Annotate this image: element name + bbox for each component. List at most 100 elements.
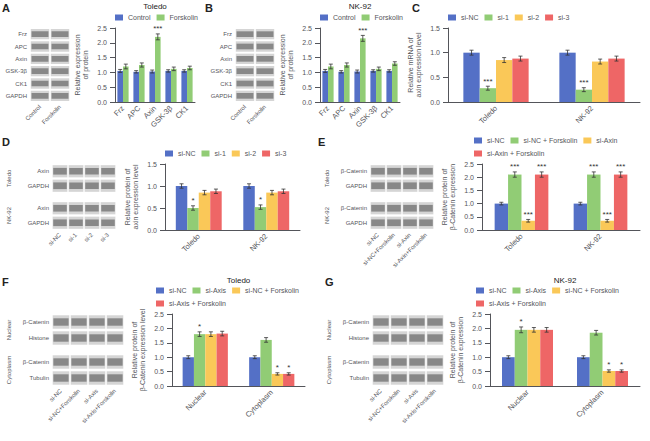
svg-text:2.0: 2.0	[154, 325, 164, 332]
svg-text:1.0: 1.0	[472, 354, 482, 361]
svg-text:si-1: si-1	[67, 231, 79, 243]
svg-text:D: D	[2, 136, 10, 148]
svg-text:GSK-3β: GSK-3β	[149, 103, 175, 129]
svg-text:Relative protein of: Relative protein of	[131, 322, 139, 378]
svg-text:si-1: si-1	[497, 14, 508, 21]
svg-text:si-NC: si-NC	[489, 287, 507, 294]
svg-text:β-Catenin: β-Catenin	[341, 205, 367, 211]
svg-text:Frz: Frz	[317, 104, 331, 118]
svg-text:0.5: 0.5	[302, 84, 312, 91]
svg-text:axin expression level: axin expression level	[132, 164, 140, 229]
svg-text:Forskolin: Forskolin	[246, 104, 267, 125]
svg-text:Forskolin: Forskolin	[375, 14, 404, 21]
svg-text:*: *	[198, 322, 201, 331]
svg-text:Toledo: Toledo	[503, 232, 525, 254]
svg-text:si-Axin+Forskolin: si-Axin+Forskolin	[392, 232, 429, 269]
svg-text:***: ***	[358, 26, 367, 35]
svg-text:Histone: Histone	[349, 335, 370, 341]
svg-text:Forskolin: Forskolin	[170, 14, 199, 21]
svg-text:*: *	[287, 363, 290, 372]
svg-text:***: ***	[616, 162, 625, 171]
svg-text:GAPDH: GAPDH	[28, 220, 49, 226]
svg-text:Nuclear: Nuclear	[184, 387, 209, 412]
svg-text:C: C	[412, 2, 420, 14]
svg-text:1.0: 1.0	[147, 183, 157, 190]
svg-text:si-NC + Forskolin: si-NC + Forskolin	[565, 287, 619, 294]
svg-text:β-Catenin: β-Catenin	[23, 319, 49, 325]
svg-text:*: *	[191, 196, 194, 205]
svg-text:si-Axis+Forskolin: si-Axis+Forskolin	[81, 388, 117, 424]
svg-text:Toledo: Toledo	[227, 276, 251, 285]
svg-text:CK1: CK1	[379, 104, 396, 121]
svg-text:1.0: 1.0	[154, 354, 164, 361]
svg-text:*: *	[520, 317, 523, 326]
svg-text:Cytoplasm: Cytoplasm	[574, 388, 605, 419]
svg-text:Toledo: Toledo	[143, 2, 167, 11]
svg-text:β-Catenin expression level: β-Catenin expression level	[139, 308, 147, 391]
svg-text:GSK-3β: GSK-3β	[354, 103, 380, 129]
svg-text:1.5: 1.5	[464, 187, 474, 194]
svg-text:si-2: si-2	[528, 14, 539, 21]
svg-text:si-Axis+Forskolin: si-Axis+Forskolin	[401, 388, 437, 424]
svg-text:si-NC + Forskolin: si-NC + Forskolin	[523, 137, 577, 144]
svg-text:Relative protein of: Relative protein of	[449, 322, 457, 378]
svg-text:Frz: Frz	[223, 31, 232, 37]
svg-text:Frz: Frz	[112, 104, 126, 118]
svg-text:0.0: 0.0	[430, 99, 440, 106]
svg-text:Axin: Axin	[15, 56, 27, 62]
svg-text:2.5: 2.5	[302, 25, 312, 32]
svg-text:NK-92: NK-92	[248, 232, 269, 253]
svg-text:A: A	[2, 2, 10, 14]
svg-text:Nuclear: Nuclear	[506, 387, 531, 412]
svg-text:1.5: 1.5	[147, 161, 157, 168]
svg-text:0.0: 0.0	[147, 227, 157, 234]
svg-text:***: ***	[579, 78, 588, 87]
svg-text:***: ***	[510, 162, 519, 171]
svg-text:β-Catenin: β-Catenin	[341, 168, 367, 174]
svg-text:NK-92: NK-92	[349, 2, 372, 11]
svg-text:β-Catenin: β-Catenin	[23, 359, 49, 365]
svg-text:Axin: Axin	[37, 205, 49, 211]
svg-text:β-Catenin expression: β-Catenin expression	[449, 164, 457, 230]
svg-text:si-Axis: si-Axis	[525, 287, 546, 294]
svg-text:NK-92: NK-92	[574, 104, 595, 125]
svg-text:APC: APC	[125, 103, 143, 121]
svg-text:NK-92: NK-92	[554, 276, 577, 285]
svg-text:B: B	[205, 2, 213, 14]
svg-text:Cytoplasm: Cytoplasm	[244, 388, 275, 419]
svg-text:si-NC+Forskolin: si-NC+Forskolin	[362, 232, 396, 266]
svg-text:si-Axis: si-Axis	[402, 388, 419, 405]
svg-text:APC: APC	[220, 44, 233, 50]
svg-text:si-Axis: si-Axis	[82, 388, 99, 405]
svg-text:Tubulin: Tubulin	[30, 375, 49, 381]
svg-text:2.5: 2.5	[472, 311, 482, 318]
svg-text:Toledo: Toledo	[180, 232, 202, 254]
svg-text:Tubulin: Tubulin	[350, 375, 369, 381]
svg-text:***: ***	[537, 162, 546, 171]
svg-text:1.0: 1.0	[97, 69, 107, 76]
svg-text:Toledo: Toledo	[477, 104, 499, 126]
svg-text:Relative protein of: Relative protein of	[124, 169, 132, 225]
svg-text:2.0: 2.0	[97, 39, 107, 46]
svg-text:0.5: 0.5	[430, 74, 440, 81]
svg-text:Nuclear: Nuclear	[6, 320, 12, 341]
svg-text:Control: Control	[24, 104, 42, 122]
svg-text:Nuclear: Nuclear	[326, 320, 332, 341]
svg-text:si-NC + Forskolin: si-NC + Forskolin	[245, 287, 299, 294]
svg-text:β-Catenin: β-Catenin	[343, 319, 369, 325]
svg-text:si-NC+Forskolin: si-NC+Forskolin	[367, 388, 401, 422]
svg-text:GSK-3β: GSK-3β	[6, 68, 28, 74]
svg-text:GAPDH: GAPDH	[6, 93, 27, 99]
svg-text:Toledo: Toledo	[6, 169, 12, 187]
svg-text:Forskolin: Forskolin	[41, 104, 62, 125]
svg-text:1.5: 1.5	[302, 54, 312, 61]
svg-text:E: E	[318, 136, 325, 148]
svg-text:2.0: 2.0	[472, 325, 482, 332]
svg-text:GAPDH: GAPDH	[346, 183, 367, 189]
svg-text:2.5: 2.5	[154, 311, 164, 318]
svg-text:***: ***	[603, 210, 612, 219]
svg-text:1.0: 1.0	[430, 49, 440, 56]
svg-text:NK-92: NK-92	[6, 206, 12, 224]
svg-text:Axin: Axin	[220, 56, 232, 62]
svg-text:1.5: 1.5	[472, 339, 482, 346]
